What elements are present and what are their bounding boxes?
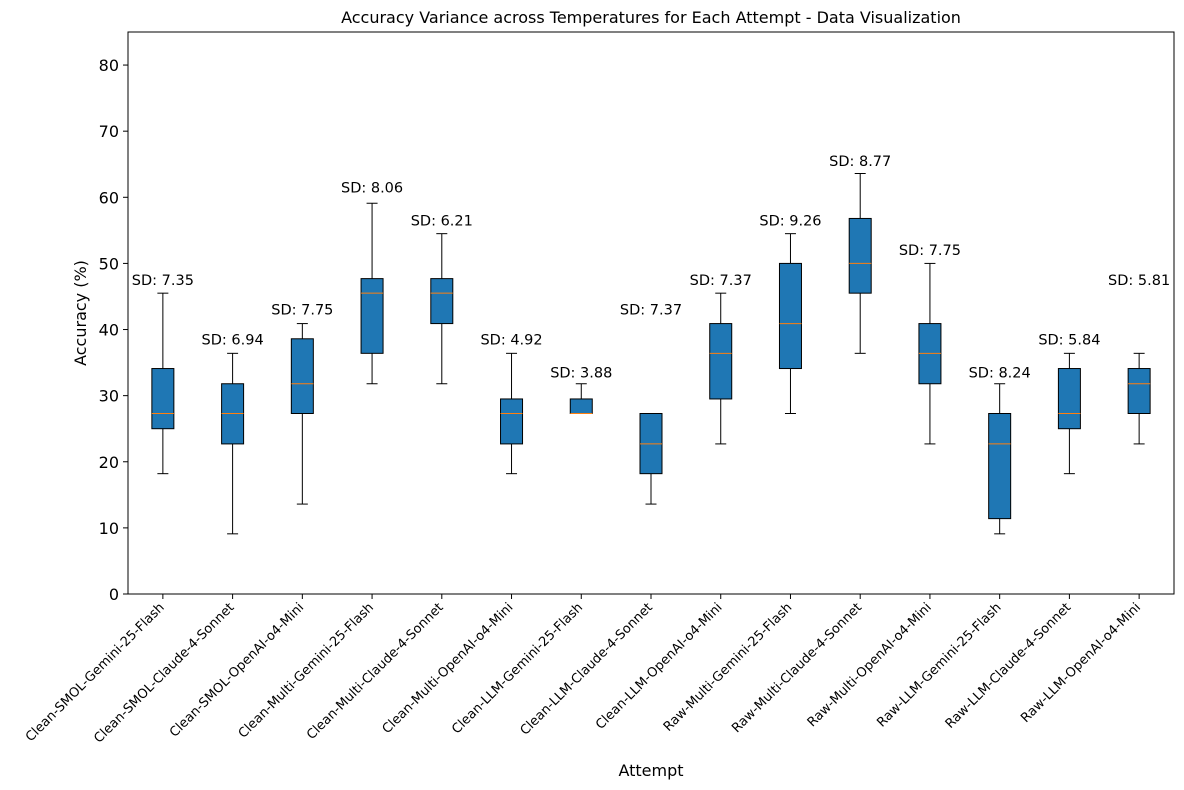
x-tick-label: Clean-Multi-OpenAI-o4-Mini	[380, 600, 517, 737]
sd-annotation: SD: 6.21	[411, 213, 473, 229]
box-group: SD: 8.24	[969, 366, 1031, 535]
box	[988, 412, 1012, 520]
x-tick-label: Clean-Multi-Gemini-25-Flash	[236, 600, 377, 741]
box	[709, 323, 733, 400]
x-tick-label: Raw-Multi-Gemini-25-Flash	[661, 600, 795, 734]
box-group: SD: 8.06	[341, 180, 403, 385]
sd-annotation: SD: 7.35	[132, 273, 194, 289]
sd-annotation: SD: 8.24	[969, 366, 1031, 382]
sd-annotation: SD: 7.37	[620, 303, 682, 319]
box-group: SD: 4.92	[480, 332, 543, 475]
box-group: SD: 7.35	[132, 273, 194, 475]
sd-annotation: SD: 4.92	[480, 332, 542, 348]
y-tick-label: 40	[99, 321, 119, 340]
box-group: SD: 5.81	[1108, 273, 1170, 445]
x-tick-label: Clean-SMOL-Gemini-25-Flash	[23, 600, 168, 745]
box-group: SD: 6.21	[411, 213, 473, 385]
x-tick-label: Raw-Multi-Claude-4-Sonnet	[729, 600, 865, 736]
y-tick-label: 70	[99, 122, 119, 141]
box-group: SD: 7.75	[899, 243, 961, 445]
x-tick-label: Clean-LLM-Gemini-25-Flash	[449, 600, 586, 737]
box-group: SD: 3.88	[550, 366, 612, 414]
sd-annotation: SD: 3.88	[550, 366, 612, 382]
sd-annotation: SD: 9.26	[759, 213, 821, 229]
box	[360, 278, 384, 354]
box-group: SD: 8.77	[829, 154, 891, 354]
y-tick-label: 50	[99, 254, 119, 273]
box-group: SD: 7.37	[620, 303, 682, 505]
plot-area: 0 10 20 30 40 50 60 70 80 SD: 7.35 Clean-SMOL-Gemi…	[23, 31, 1175, 746]
box	[569, 398, 593, 414]
x-tick-label: Clean-Multi-Claude-4-Sonnet	[304, 600, 447, 743]
y-tick-label: 80	[99, 56, 119, 75]
box	[1127, 368, 1151, 414]
y-tick-label: 20	[99, 453, 119, 472]
y-axis-label: Accuracy (%)	[71, 260, 90, 366]
sd-annotation: SD: 7.75	[271, 303, 333, 319]
y-tick-label: 0	[109, 585, 119, 604]
sd-annotation: SD: 5.81	[1108, 273, 1170, 289]
box	[151, 368, 175, 430]
x-tick-label: Clean-SMOL-Claude-4-Sonnet	[91, 600, 237, 746]
sd-annotation: SD: 5.84	[1038, 332, 1100, 348]
box	[1057, 368, 1081, 430]
box-group: SD: 9.26	[759, 213, 822, 414]
box	[430, 278, 454, 325]
x-tick-label: Clean-LLM-OpenAI-o4-Mini	[593, 600, 725, 732]
x-tick-label: Raw-LLM-OpenAI-o4-Mini	[1018, 600, 1144, 726]
box-group: SD: 5.84	[1038, 332, 1100, 475]
x-tick-label: Raw-Multi-OpenAI-o4-Mini	[805, 600, 935, 730]
box-group: SD: 7.37	[690, 273, 752, 445]
sd-annotation: SD: 8.77	[829, 154, 891, 170]
box	[778, 262, 802, 370]
box	[500, 398, 524, 445]
box-group: SD: 7.75	[271, 303, 333, 505]
x-tick-label: Clean-LLM-Claude-4-Sonnet	[518, 600, 656, 738]
y-tick-label: 10	[99, 519, 119, 538]
y-tick-label: 30	[99, 387, 119, 406]
x-tick-label: Clean-SMOL-OpenAI-o4-Mini	[167, 600, 307, 740]
box-group: SD: 6.94	[202, 332, 264, 535]
chart-title: Accuracy Variance across Temperatures fo…	[341, 8, 961, 27]
sd-annotation: SD: 7.75	[899, 243, 961, 259]
sd-annotation: SD: 6.94	[202, 332, 264, 348]
box	[848, 217, 872, 294]
sd-annotation: SD: 8.06	[341, 180, 403, 196]
y-tick-label: 60	[99, 188, 119, 207]
box	[290, 338, 314, 414]
x-tick-label: Raw-LLM-Claude-4-Sonnet	[943, 600, 1075, 732]
x-tick-label: Raw-LLM-Gemini-25-Flash	[874, 600, 1004, 730]
x-axis-label: Attempt	[618, 761, 683, 780]
sd-annotation: SD: 7.37	[690, 273, 752, 289]
